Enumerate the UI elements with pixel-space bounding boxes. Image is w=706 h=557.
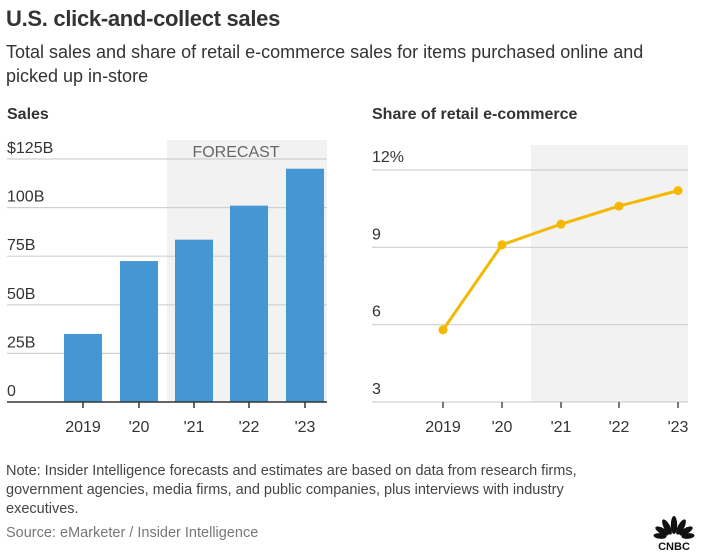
bar-y-tick-label: 25B xyxy=(7,334,35,351)
cnbc-logo-icon: CNBC xyxy=(653,516,695,552)
bar-23 xyxy=(286,168,324,402)
bar-x-tick-label: '23 xyxy=(295,419,316,436)
bar-20 xyxy=(120,261,158,402)
share-point-21 xyxy=(556,219,566,229)
line-x-tick-label: '20 xyxy=(492,419,513,436)
logo-text: CNBC xyxy=(658,541,690,552)
chart-title: U.S. click-and-collect sales xyxy=(6,6,281,31)
bar-x-tick-label: '20 xyxy=(129,419,150,436)
footnote: Note: Insider Intelligence forecasts and… xyxy=(6,463,577,517)
bar-y-tick-label: $125B xyxy=(7,140,53,157)
source-line: Source: eMarketer / Insider Intelligence xyxy=(6,525,259,541)
bar-x-tick-label: '21 xyxy=(184,419,205,436)
bar-2019 xyxy=(64,333,102,402)
line-forecast-shade xyxy=(531,145,688,402)
line-x-tick-label: '23 xyxy=(668,419,689,436)
share-point-2019 xyxy=(438,325,448,335)
bar-21 xyxy=(175,239,213,402)
share-point-23 xyxy=(673,186,683,196)
bar-x-tick-label: 2019 xyxy=(65,419,101,436)
bar-22 xyxy=(230,205,268,402)
forecast-label: FORECAST xyxy=(192,144,279,161)
line-y-tick-label: 3 xyxy=(372,381,381,398)
line-y-tick-label: 9 xyxy=(372,226,381,243)
bar-y-tick-label: 0 xyxy=(7,383,16,400)
line-x-tick-label: '22 xyxy=(609,419,630,436)
line-x-tick-label: '21 xyxy=(551,419,572,436)
share-point-20 xyxy=(497,240,507,250)
share-point-22 xyxy=(614,201,624,211)
line-x-tick-label: 2019 xyxy=(425,419,461,436)
line-y-tick-label: 12% xyxy=(372,149,404,166)
line-y-tick-label: 6 xyxy=(372,304,381,321)
bar-y-tick-label: 50B xyxy=(7,286,35,303)
charts-canvas: FORECAST 0 25B 50B 75B 100B $125B 2019 '20 '21 '22… xyxy=(7,140,689,436)
bar-panel-title: Sales xyxy=(7,106,49,123)
line-panel-title: Share of retail e-commerce xyxy=(372,106,578,123)
bar-y-tick-label: 75B xyxy=(7,237,35,254)
chart-subtitle: Total sales and share of retail e-commer… xyxy=(6,42,644,86)
bar-x-tick-label: '22 xyxy=(239,419,260,436)
bar-y-tick-label: 100B xyxy=(7,189,44,206)
